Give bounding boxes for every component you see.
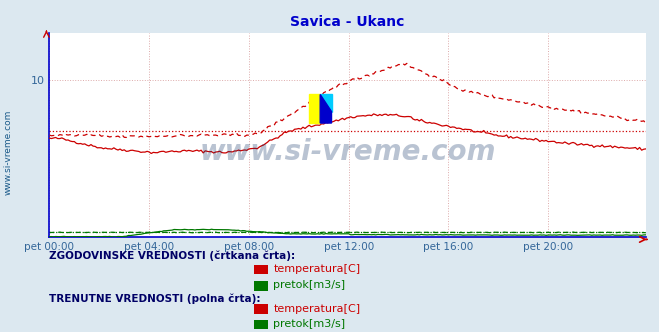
Polygon shape	[320, 94, 331, 112]
Text: pretok[m3/s]: pretok[m3/s]	[273, 319, 345, 329]
Polygon shape	[320, 94, 331, 123]
Text: www.si-vreme.com: www.si-vreme.com	[3, 110, 13, 196]
Text: TRENUTNE VREDNOSTI (polna črta):: TRENUTNE VREDNOSTI (polna črta):	[49, 294, 261, 304]
Text: temperatura[C]: temperatura[C]	[273, 264, 360, 274]
Text: ZGODOVINSKE VREDNOSTI (črtkana črta):: ZGODOVINSKE VREDNOSTI (črtkana črta):	[49, 251, 295, 261]
Text: temperatura[C]: temperatura[C]	[273, 304, 360, 314]
Bar	[309, 95, 320, 123]
Text: pretok[m3/s]: pretok[m3/s]	[273, 280, 345, 290]
Title: Savica - Ukanc: Savica - Ukanc	[291, 15, 405, 29]
Text: www.si-vreme.com: www.si-vreme.com	[200, 138, 496, 166]
